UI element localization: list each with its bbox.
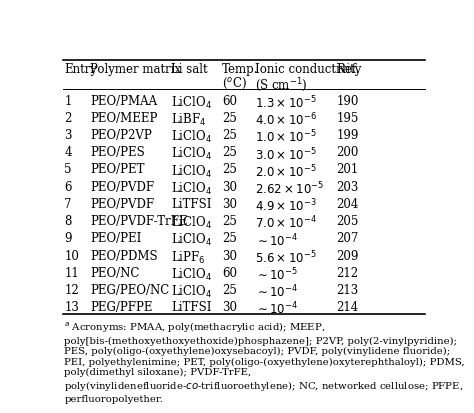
Text: 25: 25 <box>222 129 237 142</box>
Text: 205: 205 <box>336 215 359 228</box>
Text: LiClO$_4$: LiClO$_4$ <box>171 266 212 282</box>
Text: 5: 5 <box>64 163 72 176</box>
Text: 60: 60 <box>222 95 237 107</box>
Text: 8: 8 <box>64 215 72 228</box>
Text: 214: 214 <box>336 301 358 313</box>
Text: PEG/PFPE: PEG/PFPE <box>90 301 153 313</box>
Text: $7.0 \times 10^{-4}$: $7.0 \times 10^{-4}$ <box>255 215 317 231</box>
Text: PEO/PEI: PEO/PEI <box>90 232 141 245</box>
Text: PEO/NC: PEO/NC <box>90 266 139 279</box>
Text: $2.62 \times 10^{-5}$: $2.62 \times 10^{-5}$ <box>255 180 325 197</box>
Text: $3.0 \times 10^{-5}$: $3.0 \times 10^{-5}$ <box>255 146 317 162</box>
Text: LiClO$_4$: LiClO$_4$ <box>171 163 212 179</box>
Text: 10: 10 <box>64 249 79 262</box>
Text: 9: 9 <box>64 232 72 245</box>
Text: 25: 25 <box>222 163 237 176</box>
Text: $\sim$$10^{-4}$: $\sim$$10^{-4}$ <box>255 283 299 300</box>
Text: $1.0 \times 10^{-5}$: $1.0 \times 10^{-5}$ <box>255 129 317 145</box>
Text: 200: 200 <box>336 146 359 159</box>
Text: LiBF$_4$: LiBF$_4$ <box>171 112 206 128</box>
Text: PEO/PMAA: PEO/PMAA <box>90 95 157 107</box>
Text: LiTFSI: LiTFSI <box>171 301 211 313</box>
Text: $4.9 \times 10^{-3}$: $4.9 \times 10^{-3}$ <box>255 197 317 214</box>
Text: $\sim$$10^{-4}$: $\sim$$10^{-4}$ <box>255 301 299 317</box>
Text: 11: 11 <box>64 266 79 279</box>
Text: 201: 201 <box>336 163 358 176</box>
Text: 3: 3 <box>64 129 72 142</box>
Text: PEO/PDMS: PEO/PDMS <box>90 249 158 262</box>
Text: 207: 207 <box>336 232 359 245</box>
Text: 212: 212 <box>336 266 358 279</box>
Text: ($^o$C): ($^o$C) <box>222 76 247 91</box>
Text: PEO/PVDF: PEO/PVDF <box>90 180 154 193</box>
Text: 30: 30 <box>222 197 237 210</box>
Text: 30: 30 <box>222 301 237 313</box>
Text: Polymer matrix: Polymer matrix <box>90 63 181 76</box>
Text: 25: 25 <box>222 283 237 296</box>
Text: 6: 6 <box>64 180 72 193</box>
Text: LiClO$_4$: LiClO$_4$ <box>171 215 212 231</box>
Text: Entry: Entry <box>64 63 97 76</box>
Text: $5.6 \times 10^{-5}$: $5.6 \times 10^{-5}$ <box>255 249 317 266</box>
Text: PEG/PEO/NC: PEG/PEO/NC <box>90 283 169 296</box>
Text: $4.0 \times 10^{-6}$: $4.0 \times 10^{-6}$ <box>255 112 317 128</box>
Text: 30: 30 <box>222 180 237 193</box>
Text: $1.3 \times 10^{-5}$: $1.3 \times 10^{-5}$ <box>255 95 317 111</box>
Text: PEO/P2VP: PEO/P2VP <box>90 129 152 142</box>
Text: 2: 2 <box>64 112 72 125</box>
Text: 190: 190 <box>336 95 359 107</box>
Text: LiClO$_4$: LiClO$_4$ <box>171 232 212 248</box>
Text: 209: 209 <box>336 249 359 262</box>
Text: $2.0 \times 10^{-5}$: $2.0 \times 10^{-5}$ <box>255 163 317 180</box>
Text: LiPF$_6$: LiPF$_6$ <box>171 249 205 265</box>
Text: 204: 204 <box>336 197 359 210</box>
Text: 213: 213 <box>336 283 358 296</box>
Text: LiClO$_4$: LiClO$_4$ <box>171 129 212 145</box>
Text: 25: 25 <box>222 232 237 245</box>
Text: Ionic conductivity: Ionic conductivity <box>255 63 362 76</box>
Text: Ref.: Ref. <box>336 63 360 76</box>
Text: PEO/PES: PEO/PES <box>90 146 145 159</box>
Text: LiClO$_4$: LiClO$_4$ <box>171 95 212 110</box>
Text: LiClO$_4$: LiClO$_4$ <box>171 146 212 162</box>
Text: 12: 12 <box>64 283 79 296</box>
Text: Li salt: Li salt <box>171 63 208 76</box>
Text: 4: 4 <box>64 146 72 159</box>
Text: PEO/PVDF-TrFE: PEO/PVDF-TrFE <box>90 215 188 228</box>
Text: 203: 203 <box>336 180 359 193</box>
Text: 195: 195 <box>336 112 359 125</box>
Text: $^a$ Acronyms: PMAA, poly(methacrylic acid); MEEP, poly[bis-(methoxyethoxyethoxi: $^a$ Acronyms: PMAA, poly(methacrylic ac… <box>64 320 465 403</box>
Text: LiClO$_4$: LiClO$_4$ <box>171 180 212 196</box>
Text: $\sim$$10^{-5}$: $\sim$$10^{-5}$ <box>255 266 298 282</box>
Text: 25: 25 <box>222 146 237 159</box>
Text: 60: 60 <box>222 266 237 279</box>
Text: LiClO$_4$: LiClO$_4$ <box>171 283 212 299</box>
Text: $\sim$$10^{-4}$: $\sim$$10^{-4}$ <box>255 232 299 248</box>
Text: (S cm$^{-1}$): (S cm$^{-1}$) <box>255 76 308 94</box>
Text: 1: 1 <box>64 95 72 107</box>
Text: PEO/PET: PEO/PET <box>90 163 145 176</box>
Text: PEO/MEEP: PEO/MEEP <box>90 112 157 125</box>
Text: Temp.: Temp. <box>222 63 259 76</box>
Text: 30: 30 <box>222 249 237 262</box>
Text: 25: 25 <box>222 215 237 228</box>
Text: 7: 7 <box>64 197 72 210</box>
Text: 13: 13 <box>64 301 79 313</box>
Text: 199: 199 <box>336 129 359 142</box>
Text: LiTFSI: LiTFSI <box>171 197 211 210</box>
Text: PEO/PVDF: PEO/PVDF <box>90 197 154 210</box>
Text: 25: 25 <box>222 112 237 125</box>
